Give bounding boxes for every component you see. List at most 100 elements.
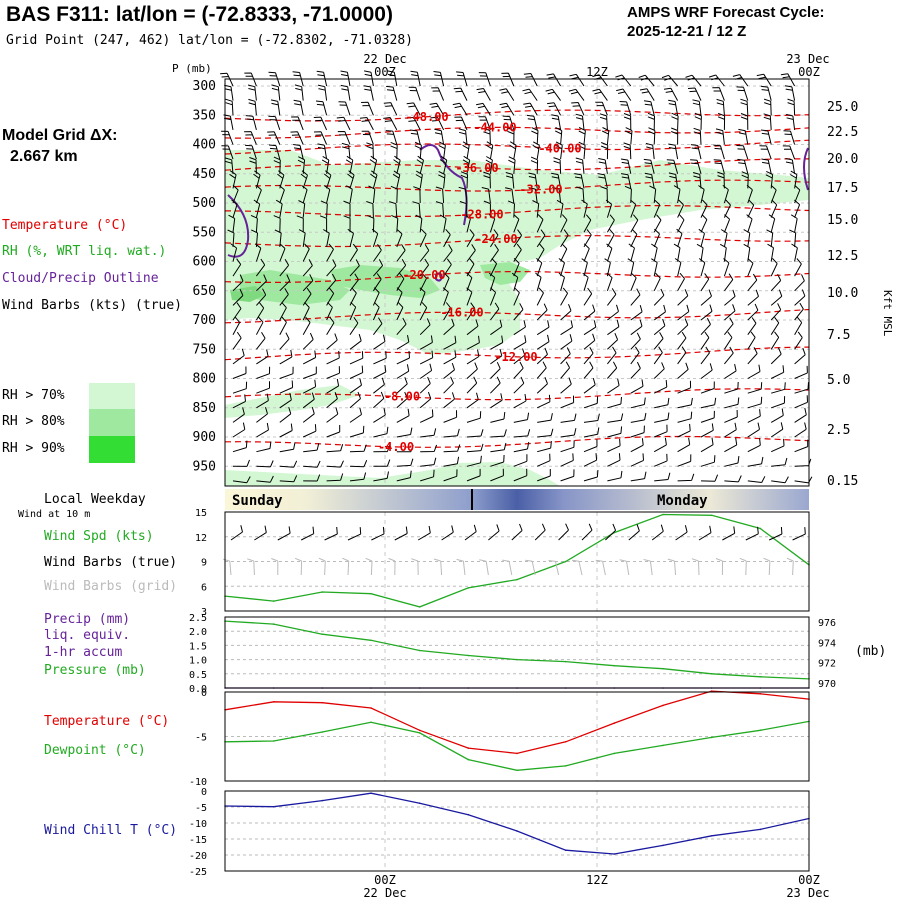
- wind-barb-642: [630, 438, 644, 453]
- wind-barb-576: [256, 407, 268, 423]
- wind-barb-416: [607, 304, 619, 321]
- wind-barb-120: [693, 127, 702, 145]
- panel3-tick-0: 0: [201, 688, 207, 699]
- wind-barb-606: [373, 426, 389, 438]
- wind-barb-531: [373, 377, 385, 394]
- wind-barb-446: [724, 317, 734, 336]
- wind-barb-345: [698, 258, 706, 277]
- wind-barb-159: [439, 155, 448, 174]
- wind-barb-417: [630, 304, 643, 321]
- wind-barb-102: [267, 131, 281, 145]
- wind-barb-229: [320, 200, 328, 218]
- wind-barb-678: [303, 474, 321, 482]
- wind-barb-363: [535, 272, 542, 291]
- wind-barb-375: [232, 288, 244, 306]
- wind-barb-106: [361, 130, 374, 145]
- wind-barb-174: [785, 158, 796, 174]
- wind-barb-685: [466, 468, 481, 482]
- wind-barb-669: [677, 454, 692, 467]
- wind-barb-687: [513, 468, 528, 482]
- wind-height-note: Wind at 10 m: [18, 509, 91, 520]
- surface-wind-barb-grid-10: [456, 558, 466, 576]
- wind-barb-31: [363, 85, 374, 101]
- wind-barb-376: [256, 288, 267, 306]
- wind-barb-506: [373, 365, 387, 379]
- wind-barb-622: [747, 422, 760, 438]
- wind-barb-498: [770, 347, 782, 365]
- wind-barb-560: [466, 392, 479, 409]
- wind-barb-254: [319, 215, 328, 233]
- panel2-pressure-point-8: [613, 664, 616, 667]
- pressure-tick-350: 350: [193, 108, 216, 123]
- wind-barb-169: [666, 159, 679, 174]
- panel3-dewpoint-point-11: [759, 729, 762, 732]
- wind-barb-185: [460, 171, 468, 189]
- wind-barb-17: [615, 74, 632, 87]
- temperature-contour-label-2: -40.00: [538, 141, 581, 155]
- wind-barb-475: [232, 348, 245, 365]
- wind-barb-395: [700, 289, 712, 306]
- wind-barb-190: [574, 173, 585, 189]
- wind-barb-393: [653, 288, 665, 306]
- wind-barb-550: [232, 394, 246, 409]
- wind-barb-296: [720, 229, 728, 247]
- wind-barb-391: [607, 288, 617, 306]
- surface-wind-barb-true-5: [347, 527, 362, 541]
- wind-barb-447: [747, 317, 757, 335]
- wind-barb-414: [560, 304, 572, 321]
- wind-barb-527: [279, 380, 294, 394]
- wind-barb-337: [513, 258, 520, 277]
- panel2-right-tick-1: 974: [818, 638, 836, 649]
- panel3-temperature-point-3: [370, 707, 372, 709]
- wind-barb-90: [575, 113, 585, 130]
- wind-barb-107: [385, 130, 398, 145]
- wind-barb-77: [268, 115, 281, 131]
- wind-barb-389: [560, 287, 569, 306]
- wind-barb-262: [513, 214, 520, 233]
- temperature-contour-6: [224, 235, 810, 248]
- wind-barb-422: [747, 303, 759, 321]
- wind-barb-180: [347, 170, 355, 189]
- panel4-windchill-point-3: [370, 792, 372, 794]
- wind-barb-465: [583, 333, 596, 350]
- wind-barb-207: [390, 185, 398, 204]
- wind-barb-471: [723, 331, 733, 350]
- wind-barb-333: [419, 258, 430, 277]
- wind-barb-67: [619, 101, 632, 116]
- wind-barb-273: [768, 214, 776, 233]
- wind-barb-110: [458, 128, 468, 145]
- wind-barb-351: [256, 274, 267, 292]
- wind-barb-534: [443, 376, 454, 394]
- surface-wind-barb-grid-23: [763, 557, 771, 576]
- wind-barb-565: [583, 396, 599, 409]
- wind-barb-213: [528, 187, 538, 204]
- panel2-series-pressure: [224, 620, 810, 680]
- wind-barb-59: [429, 102, 445, 116]
- wind-barb-85: [454, 116, 468, 131]
- wind-barb-365: [582, 272, 589, 291]
- wind-barb-282: [396, 228, 403, 248]
- panel2-pressure-point-7: [564, 660, 567, 663]
- wind-barb-121: [715, 128, 725, 145]
- panel3-dewpoint-point-6: [516, 769, 518, 772]
- panel2-tick-4: 0.5: [189, 670, 207, 681]
- wind-barb-616: [607, 426, 623, 438]
- surface-wind-barb-true-19: [675, 525, 688, 541]
- wind-barb-556: [373, 391, 385, 409]
- wind-barb-566: [607, 396, 622, 409]
- wind-barb-329: [326, 259, 337, 277]
- wind-barb-12: [501, 72, 515, 87]
- temperature-contour-label-3: -36.00: [455, 161, 498, 175]
- wind-barb-109: [434, 128, 445, 145]
- wind-barb-399: [794, 289, 806, 306]
- wind-barb-443: [653, 318, 666, 336]
- wind-barb-116: [601, 127, 610, 145]
- wind-barb-143: [645, 142, 655, 160]
- wind-barb-490: [583, 346, 594, 365]
- wind-barb-662: [513, 454, 528, 467]
- wind-barb-267: [630, 214, 639, 233]
- wind-barb-524: [794, 365, 808, 379]
- wind-barb-438: [536, 320, 550, 336]
- cloud-outline-3: [435, 272, 444, 282]
- wind-barb-305: [349, 243, 358, 262]
